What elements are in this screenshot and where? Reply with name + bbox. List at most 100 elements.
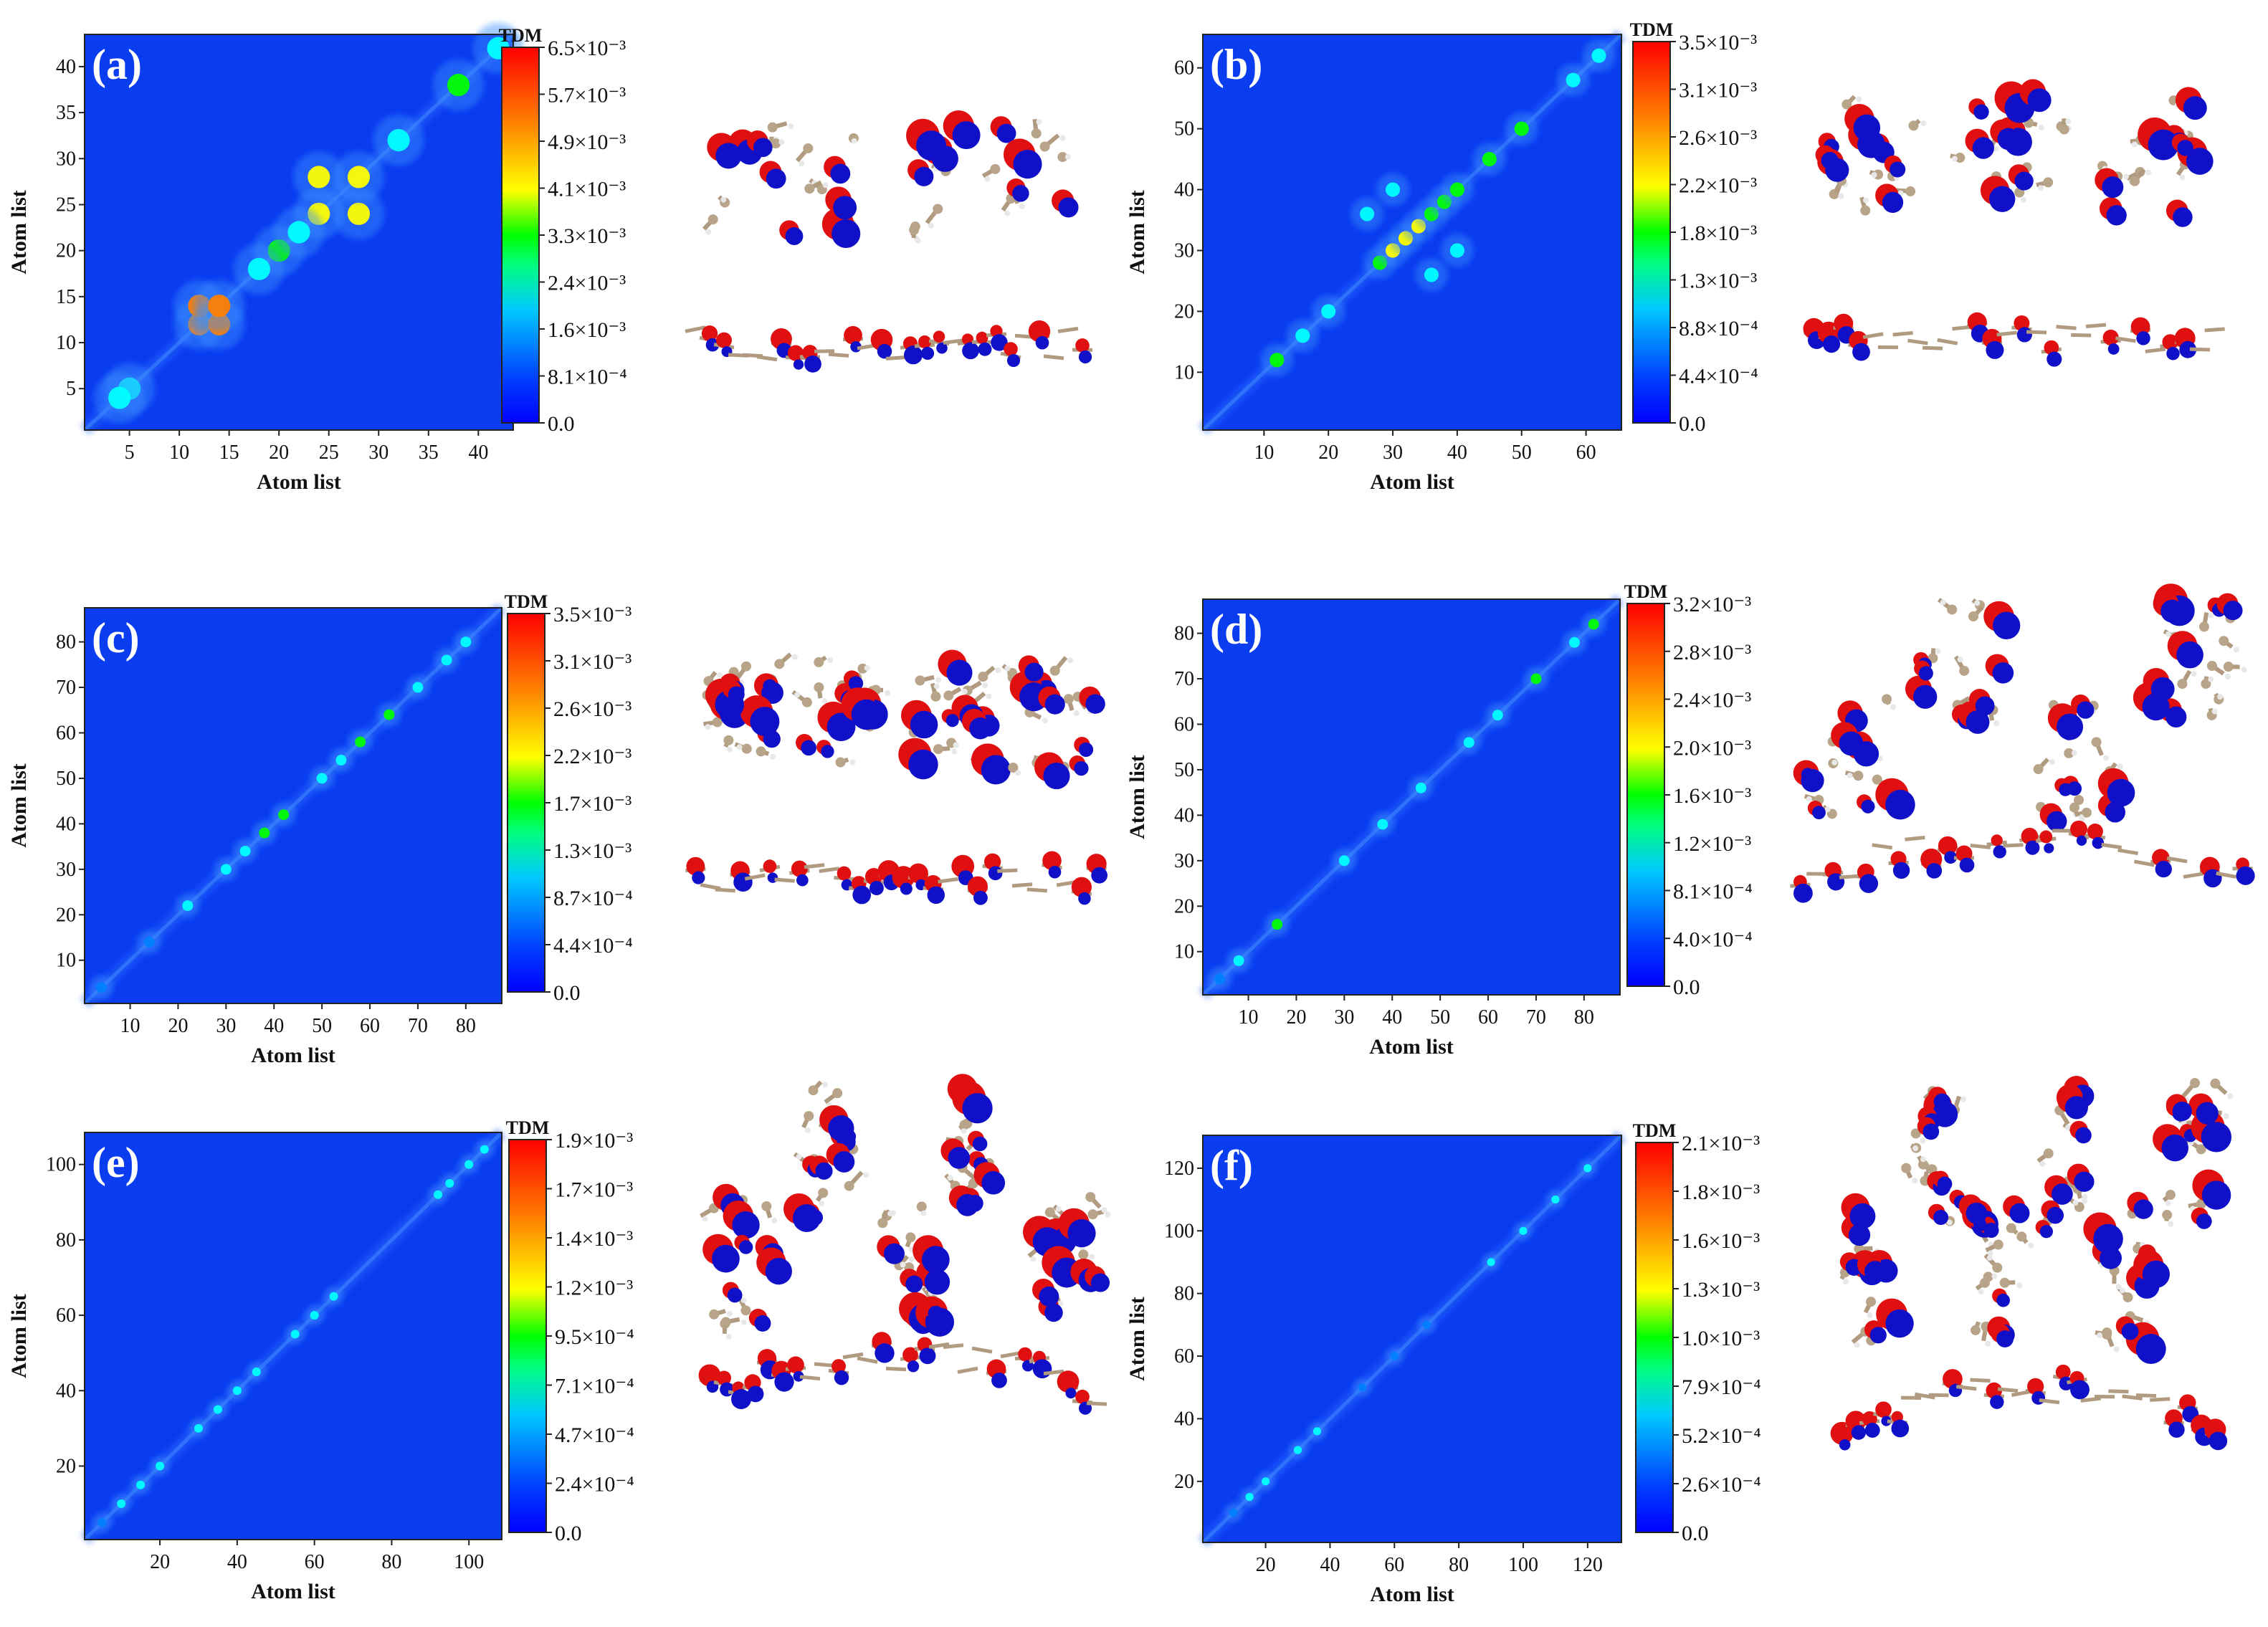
x-axis-title: Atom list [1370,470,1454,494]
isosurface-positive-lobe [787,1356,804,1374]
molecule-bond [814,349,835,353]
x-tick-label: 20 [168,1015,188,1037]
isosurface-positive-lobe [1991,834,2003,846]
hotspot [252,1367,261,1376]
isosurface-negative-lobe [2209,1431,2228,1451]
isosurface-negative-lobe [2168,1421,2185,1438]
molecule-hydrogen [2082,1193,2088,1200]
hotspot [1385,182,1401,197]
molecule-atom [818,1188,829,1198]
isosurface-negative-lobe [1067,1219,1096,1248]
molecule-hydrogen [2049,759,2055,765]
molecule-bond [1057,326,1079,333]
isosurface-negative-lobe [927,886,945,905]
x-tick-label: 40 [1447,442,1467,464]
colorbar-label: 4.7×10⁻⁴ [555,1423,634,1447]
isosurface-negative-lobe [978,342,992,356]
isosurface-negative-lobe [928,1305,944,1322]
hotspot [1519,1226,1528,1235]
molecule-hydrogen [2223,1112,2229,1119]
molecule-atom [801,697,812,707]
isosurface-negative-lobe [830,163,851,184]
isosurface-negative-lobe [1990,1395,2004,1409]
molecule-hydrogen [1064,153,1071,160]
isosurface-negative-lobe [1992,662,2014,684]
molecule-bond [1997,1387,2019,1393]
hotspot [220,864,232,875]
isosurface-negative-lobe [733,872,753,892]
isosurface-negative-lobe [2052,1183,2073,1205]
heatmap-panel-b: 10 20 30 40 50 60 10 20 30 40 50 60 Atom list Atom li… [1125,19,2225,494]
isosurface-negative-lobe [2183,96,2207,120]
molecule-bond [2189,347,2211,352]
molecule-hydrogen [1105,1211,1111,1218]
panel-label: (f) [1210,1142,1253,1189]
molecule-isosurface-image [1803,79,2225,367]
molecule-atom [832,1088,843,1099]
isosurface-negative-lobe [1885,789,1915,820]
x-tick-label: 70 [1526,1006,1546,1029]
hotspot [480,1145,489,1154]
hotspot [108,386,131,409]
molecule-hydrogen [2191,671,2197,677]
isosurface-negative-lobe [1074,760,1089,776]
molecule-hydrogen [716,672,723,678]
molecule-bond [1043,1369,1064,1375]
isosurface-negative-lobe [2044,843,2054,854]
isosurface-positive-lobe [2102,329,2119,346]
x-tick-label: 20 [1318,442,1338,464]
y-tick-label: 60 [1174,57,1194,80]
molecule-hydrogen [995,667,1001,674]
y-tick-label: 60 [56,722,76,744]
isosurface-negative-lobe [774,1372,794,1392]
isosurface-negative-lobe [821,745,834,758]
molecule-atom [905,1232,916,1243]
isosurface-negative-lobe [1852,343,1870,361]
molecule-bond [2133,859,2155,867]
molecule-hydrogen [1831,759,1838,765]
colorbar-label: 2.6×10⁻⁴ [1682,1473,1761,1497]
isosurface-negative-lobe [833,196,857,220]
molecule-hydrogen [1912,1178,1918,1184]
hotspot [1360,206,1375,221]
molecule-hydrogen [1890,704,1896,710]
molecule-hydrogen [778,139,785,145]
y-tick-label: 50 [1174,759,1194,781]
isosurface-negative-lobe [731,1389,751,1410]
y-tick-label: 80 [1174,623,1194,645]
isosurface-negative-lobe [962,1093,993,1124]
isosurface-negative-lobe [1861,799,1875,814]
isosurface-positive-lobe [2044,340,2059,356]
molecule-bond [2101,842,2122,849]
hotspot [1422,1320,1431,1329]
isosurface-negative-lobe [936,342,948,354]
isosurface-positive-lobe [918,335,932,348]
molecule-hydrogen [1986,1255,1993,1261]
isosurface-positive-lobe [1943,1369,1963,1389]
molecule-hydrogen [2072,1200,2079,1206]
hotspot [1591,48,1606,63]
isosurface-negative-lobe [981,1170,1006,1195]
hotspot [1566,72,1581,87]
molecule-hydrogen [885,690,891,696]
isosurface-negative-lobe [1892,862,1910,879]
colorbar-label: 7.1×10⁻⁴ [555,1375,634,1398]
hotspot [1530,673,1542,684]
molecule-atom [877,1218,888,1228]
hotspot [464,1160,474,1169]
molecule-atom [804,183,815,194]
molecule-hydrogen [887,1211,894,1217]
isosurface-negative-lobe [969,717,991,740]
isosurface-negative-lobe [1078,742,1094,757]
molecule-bond [756,355,778,362]
isosurface-negative-lobe [1821,151,1839,170]
molecule-hydrogen [1863,197,1869,204]
molecule-atom [915,675,925,686]
isosurface-negative-lobe [922,1246,950,1274]
molecule-hydrogen [1985,1340,1991,1347]
isosurface-negative-lobe [1839,731,1864,756]
hotspot [136,1480,146,1489]
isosurface-negative-lobe [1078,892,1091,905]
colorbar-label: 0.0 [1679,412,1706,436]
molecule-bond [1026,887,1047,893]
